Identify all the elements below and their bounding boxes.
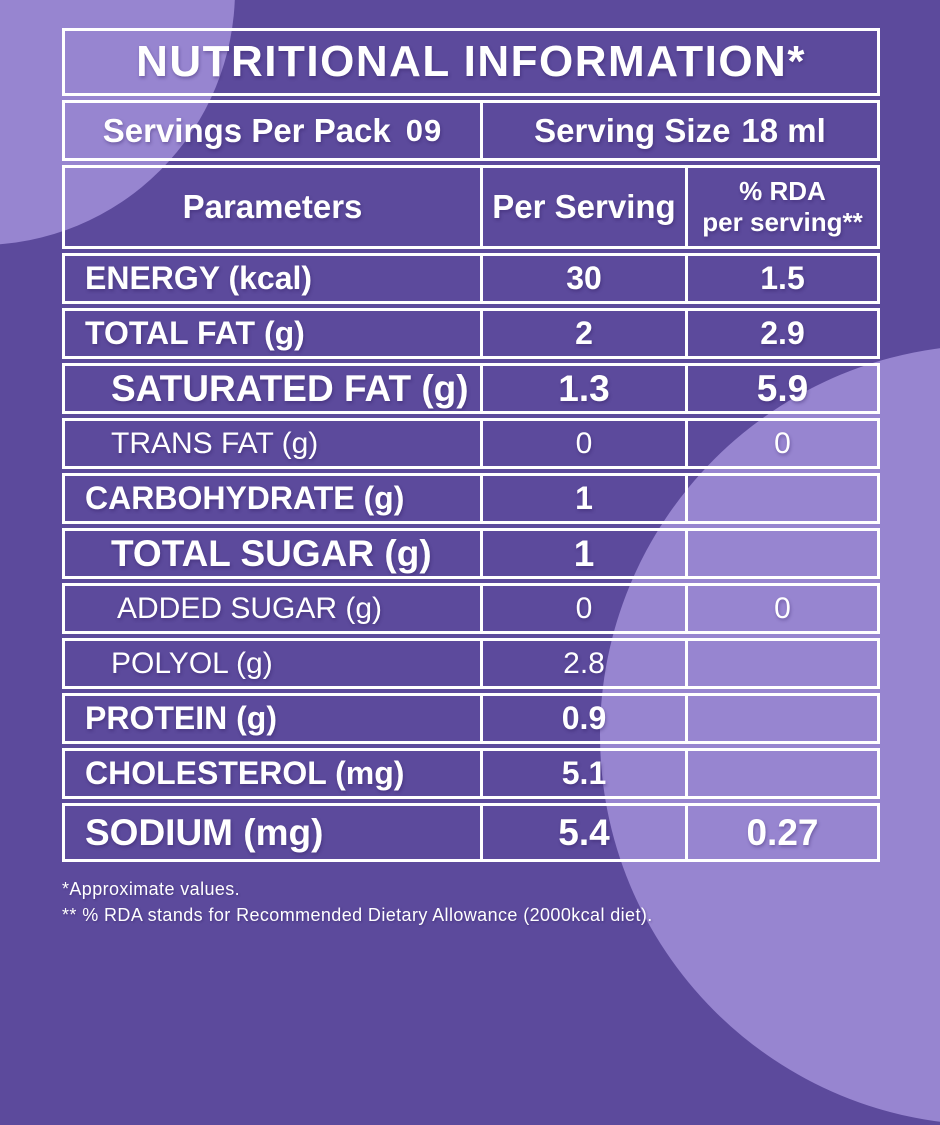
parameter-label: PROTEIN (g) <box>85 700 277 736</box>
parameter-cell: POLYOL (g) <box>65 641 480 686</box>
table-row: CARBOHYDRATE (g) 1 <box>62 473 880 524</box>
per-serving-cell: 2 <box>480 311 685 356</box>
rda-cell <box>685 751 877 796</box>
rda-cell: 1.5 <box>685 256 877 301</box>
parameter-label: TOTAL SUGAR (g) <box>111 532 432 574</box>
per-serving-value: 1.3 <box>558 367 610 409</box>
parameter-cell: CHOLESTEROL (mg) <box>65 751 480 796</box>
per-serving-value: 5.1 <box>561 755 607 791</box>
rda-cell: 0.27 <box>685 806 877 859</box>
rda-value: 0.27 <box>746 811 819 853</box>
table-row: TRANS FAT (g) 0 0 <box>62 418 880 469</box>
per-serving-cell: 30 <box>480 256 685 301</box>
parameter-label: TOTAL FAT (g) <box>85 315 305 351</box>
parameter-cell: ADDED SUGAR (g) <box>65 586 480 631</box>
parameter-cell: SODIUM (mg) <box>65 806 480 859</box>
parameter-label: SATURATED FAT (g) <box>111 367 469 409</box>
rda-header-line2: per serving** <box>702 207 863 237</box>
rda-value: 5.9 <box>756 367 809 409</box>
parameter-label: CARBOHYDRATE (g) <box>85 480 405 516</box>
parameter-label: TRANS FAT (g) <box>111 426 319 460</box>
table-row: TOTAL FAT (g) 2 2.9 <box>62 308 880 359</box>
footnote-approximate-values: *Approximate values. <box>62 879 241 899</box>
nutrient-rows: ENERGY (kcal) 30 1.5 TOTAL FAT (g) 2 2.9… <box>62 253 880 862</box>
per-serving-column-header: Per Serving <box>480 168 685 246</box>
servings-per-pack-value: 09 <box>405 112 443 148</box>
parameter-label: ENERGY (kcal) <box>85 260 313 296</box>
rda-cell: 0 <box>685 421 877 466</box>
rda-column-header: % RDA per serving** <box>685 168 877 246</box>
per-serving-value: 0 <box>575 591 593 625</box>
per-serving-value: 2.8 <box>563 646 605 680</box>
rda-cell: 0 <box>685 586 877 631</box>
rda-cell <box>685 641 877 686</box>
table-row: CHOLESTEROL (mg) 5.1 <box>62 748 880 799</box>
per-serving-cell: 5.1 <box>480 751 685 796</box>
per-serving-cell: 5.4 <box>480 806 685 859</box>
parameter-label: SODIUM (mg) <box>85 811 324 853</box>
parameter-cell: PROTEIN (g) <box>65 696 480 741</box>
table-row: TOTAL SUGAR (g) 1 <box>62 528 880 579</box>
per-serving-cell: 1 <box>480 476 685 521</box>
parameter-cell: TOTAL SUGAR (g) <box>65 531 480 576</box>
rda-header-line1: % RDA <box>739 176 826 207</box>
per-serving-header-label: Per Serving <box>492 188 676 225</box>
parameter-cell: SATURATED FAT (g) <box>65 366 480 411</box>
per-serving-value: 1 <box>575 480 593 516</box>
footnotes: *Approximate values. ** % RDA stands for… <box>62 876 653 928</box>
parameter-cell: TRANS FAT (g) <box>65 421 480 466</box>
parameter-cell: ENERGY (kcal) <box>65 256 480 301</box>
per-serving-cell: 1.3 <box>480 366 685 411</box>
table-row: ADDED SUGAR (g) 0 0 <box>62 583 880 634</box>
table-row: POLYOL (g) 2.8 <box>62 638 880 689</box>
rda-header-label: % RDA per serving** <box>702 176 862 237</box>
table-row: SODIUM (mg) 5.4 0.27 <box>62 803 880 862</box>
parameters-column-header: Parameters <box>65 168 480 246</box>
serving-size-cell: Serving Size 18 ml <box>480 103 877 158</box>
rda-cell <box>685 696 877 741</box>
column-header-row: Parameters Per Serving % RDA per serving… <box>62 165 880 249</box>
parameter-label: ADDED SUGAR (g) <box>117 591 383 625</box>
parameter-cell: CARBOHYDRATE (g) <box>65 476 480 521</box>
servings-per-pack-cell: Servings Per Pack 09 <box>65 103 480 158</box>
table-row: PROTEIN (g) 0.9 <box>62 693 880 744</box>
per-serving-value: 2 <box>575 315 593 351</box>
rda-cell <box>685 531 877 576</box>
footnote-rda-definition: ** % RDA stands for Recommended Dietary … <box>62 905 653 925</box>
per-serving-cell: 0.9 <box>480 696 685 741</box>
serving-size-value: 18 ml <box>741 111 826 149</box>
per-serving-value: 5.4 <box>558 811 610 853</box>
per-serving-cell: 1 <box>480 531 685 576</box>
parameters-header-label: Parameters <box>182 188 363 225</box>
servings-per-pack-label: Servings Per Pack <box>102 111 391 149</box>
parameter-cell: TOTAL FAT (g) <box>65 311 480 356</box>
parameter-label: POLYOL (g) <box>111 646 273 680</box>
per-serving-cell: 0 <box>480 421 685 466</box>
rda-value: 0 <box>774 591 791 625</box>
table-row: SATURATED FAT (g) 1.3 5.9 <box>62 363 880 414</box>
rda-value: 0 <box>774 426 791 460</box>
per-serving-cell: 0 <box>480 586 685 631</box>
per-serving-value: 0.9 <box>561 700 607 736</box>
per-serving-cell: 2.8 <box>480 641 685 686</box>
serving-info-row: Servings Per Pack 09 Serving Size 18 ml <box>62 100 880 161</box>
parameter-label: CHOLESTEROL (mg) <box>85 755 405 791</box>
rda-cell <box>685 476 877 521</box>
per-serving-value: 0 <box>575 426 593 460</box>
rda-value: 1.5 <box>760 260 805 296</box>
table-row: ENERGY (kcal) 30 1.5 <box>62 253 880 304</box>
per-serving-value: 1 <box>573 532 595 574</box>
nutrition-table: NUTRITIONAL INFORMATION* Servings Per Pa… <box>62 28 880 866</box>
rda-cell: 5.9 <box>685 366 877 411</box>
serving-size-label: Serving Size <box>534 111 731 149</box>
per-serving-value: 30 <box>566 260 602 296</box>
rda-value: 2.9 <box>760 315 805 351</box>
page-title: NUTRITIONAL INFORMATION* <box>136 37 806 86</box>
table-title-row: NUTRITIONAL INFORMATION* <box>62 28 880 96</box>
rda-cell: 2.9 <box>685 311 877 356</box>
